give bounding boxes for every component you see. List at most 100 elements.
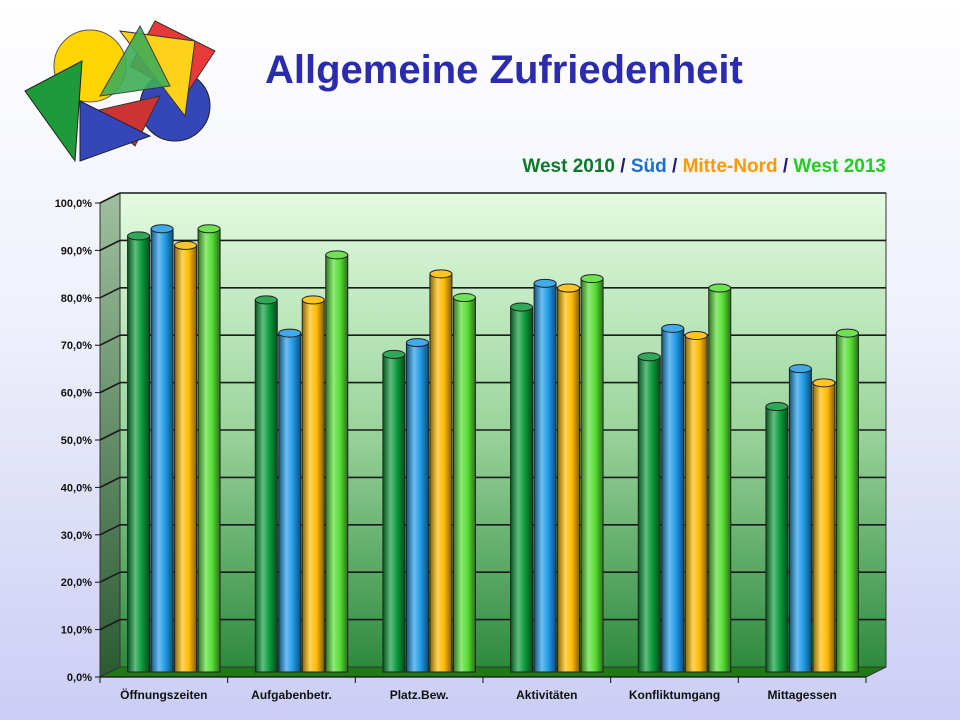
- bar-top: [254, 295, 278, 305]
- bar-body: [301, 299, 325, 673]
- bar: [429, 269, 453, 673]
- bar: [637, 352, 661, 673]
- gridline-side: [99, 192, 121, 204]
- bar: [127, 231, 151, 673]
- bar: [150, 224, 174, 673]
- logo-green-small-triangle: [99, 24, 171, 97]
- page-title: Allgemeine Zufriedenheit: [265, 48, 743, 92]
- bar: [684, 330, 708, 673]
- bar-body: [788, 368, 812, 673]
- bar: [325, 250, 349, 673]
- bar-top: [708, 283, 732, 293]
- gridline-side: [99, 571, 121, 583]
- subtitle-separator: /: [777, 156, 794, 177]
- bar-top: [405, 338, 429, 348]
- bar-body: [684, 334, 708, 673]
- bar-top: [788, 364, 812, 374]
- bar: [510, 302, 534, 673]
- x-tick-label: Platz.Bew.: [390, 688, 449, 702]
- y-tick-label: 40,0%: [61, 482, 92, 494]
- bar-body: [557, 287, 581, 673]
- subtitle-series-label: West 2010: [522, 156, 615, 177]
- bar-top: [150, 224, 174, 234]
- bar-top: [510, 302, 534, 312]
- bar-body: [405, 342, 429, 673]
- gridline-side: [99, 381, 121, 394]
- bar-top: [637, 352, 661, 362]
- bar-body: [510, 306, 534, 673]
- bar-body: [765, 406, 789, 673]
- bar: [452, 293, 476, 673]
- chart-axes: 0,0% 10,0% 20,0% 30,0% 40,0% 50,0% 60,0% 70,0% 8…: [55, 198, 867, 702]
- y-tick-label: 60,0%: [61, 388, 92, 400]
- bar-top: [382, 349, 406, 359]
- bar-body: [127, 235, 151, 673]
- bar-body: [382, 353, 406, 673]
- bar: [788, 364, 812, 673]
- bar: [812, 378, 836, 673]
- x-tick-label: Mittagessen: [767, 688, 836, 702]
- bar: [765, 402, 789, 673]
- y-tick-label: 0,0%: [67, 672, 92, 684]
- bar-top: [661, 323, 685, 333]
- bar: [661, 323, 685, 673]
- bar-body: [254, 299, 278, 673]
- bar: [580, 274, 604, 673]
- gridline-side: [99, 429, 121, 441]
- logo-blue-triangle: [79, 100, 152, 162]
- subtitle-separator: /: [614, 156, 631, 177]
- bar-top: [127, 231, 151, 241]
- bar-top: [174, 240, 198, 250]
- bar-body: [325, 254, 349, 673]
- subtitle-series-label: West 2013: [793, 156, 886, 177]
- y-tick-label: 10,0%: [61, 625, 92, 637]
- bar-top: [557, 283, 581, 293]
- bar: [382, 349, 406, 673]
- bar-body: [812, 382, 836, 673]
- bar-top: [325, 250, 349, 260]
- bar-body: [174, 244, 198, 673]
- bar: [278, 328, 302, 673]
- bar-top: [452, 293, 476, 303]
- bar: [835, 328, 859, 673]
- chart-bars: [127, 224, 859, 673]
- gridline-side: [99, 334, 121, 346]
- subtitle-series-label: Süd: [630, 156, 667, 177]
- subtitle-series-label: Mitte-Nord: [682, 156, 778, 177]
- y-tick-label: 20,0%: [61, 577, 92, 589]
- bar-top: [429, 269, 453, 279]
- bar-body: [708, 287, 732, 673]
- gridline-side: [99, 524, 121, 536]
- bar: [197, 224, 221, 673]
- x-tick-label: Konfliktumgang: [629, 688, 720, 702]
- y-tick-label: 100,0%: [55, 198, 93, 210]
- y-tick-label: 50,0%: [61, 435, 92, 447]
- bar: [301, 295, 325, 673]
- gridline-side: [99, 287, 121, 299]
- bar-body: [533, 282, 557, 673]
- bar: [174, 240, 198, 673]
- x-tick-label: Öffnungszeiten: [120, 687, 207, 702]
- gridline-side: [99, 239, 121, 252]
- bar-top: [765, 402, 789, 412]
- logo: [24, 20, 216, 163]
- bar-body: [637, 356, 661, 673]
- bar-body: [278, 332, 302, 673]
- gridline-side: [99, 476, 121, 489]
- gridline-side: [99, 618, 121, 631]
- subtitle-separator: /: [666, 156, 683, 177]
- logo-green-triangle: [24, 60, 83, 163]
- bar-body: [150, 228, 174, 673]
- bar-body: [452, 297, 476, 673]
- y-tick-label: 30,0%: [61, 530, 92, 542]
- bar-top: [812, 378, 836, 388]
- bar-body: [835, 332, 859, 673]
- chart-frame: [99, 192, 887, 678]
- bar-top: [197, 224, 221, 234]
- bar: [254, 295, 278, 673]
- bar: [533, 278, 557, 673]
- y-tick-label: 70,0%: [61, 340, 92, 352]
- bar-top: [278, 328, 302, 338]
- bar-top: [835, 328, 859, 338]
